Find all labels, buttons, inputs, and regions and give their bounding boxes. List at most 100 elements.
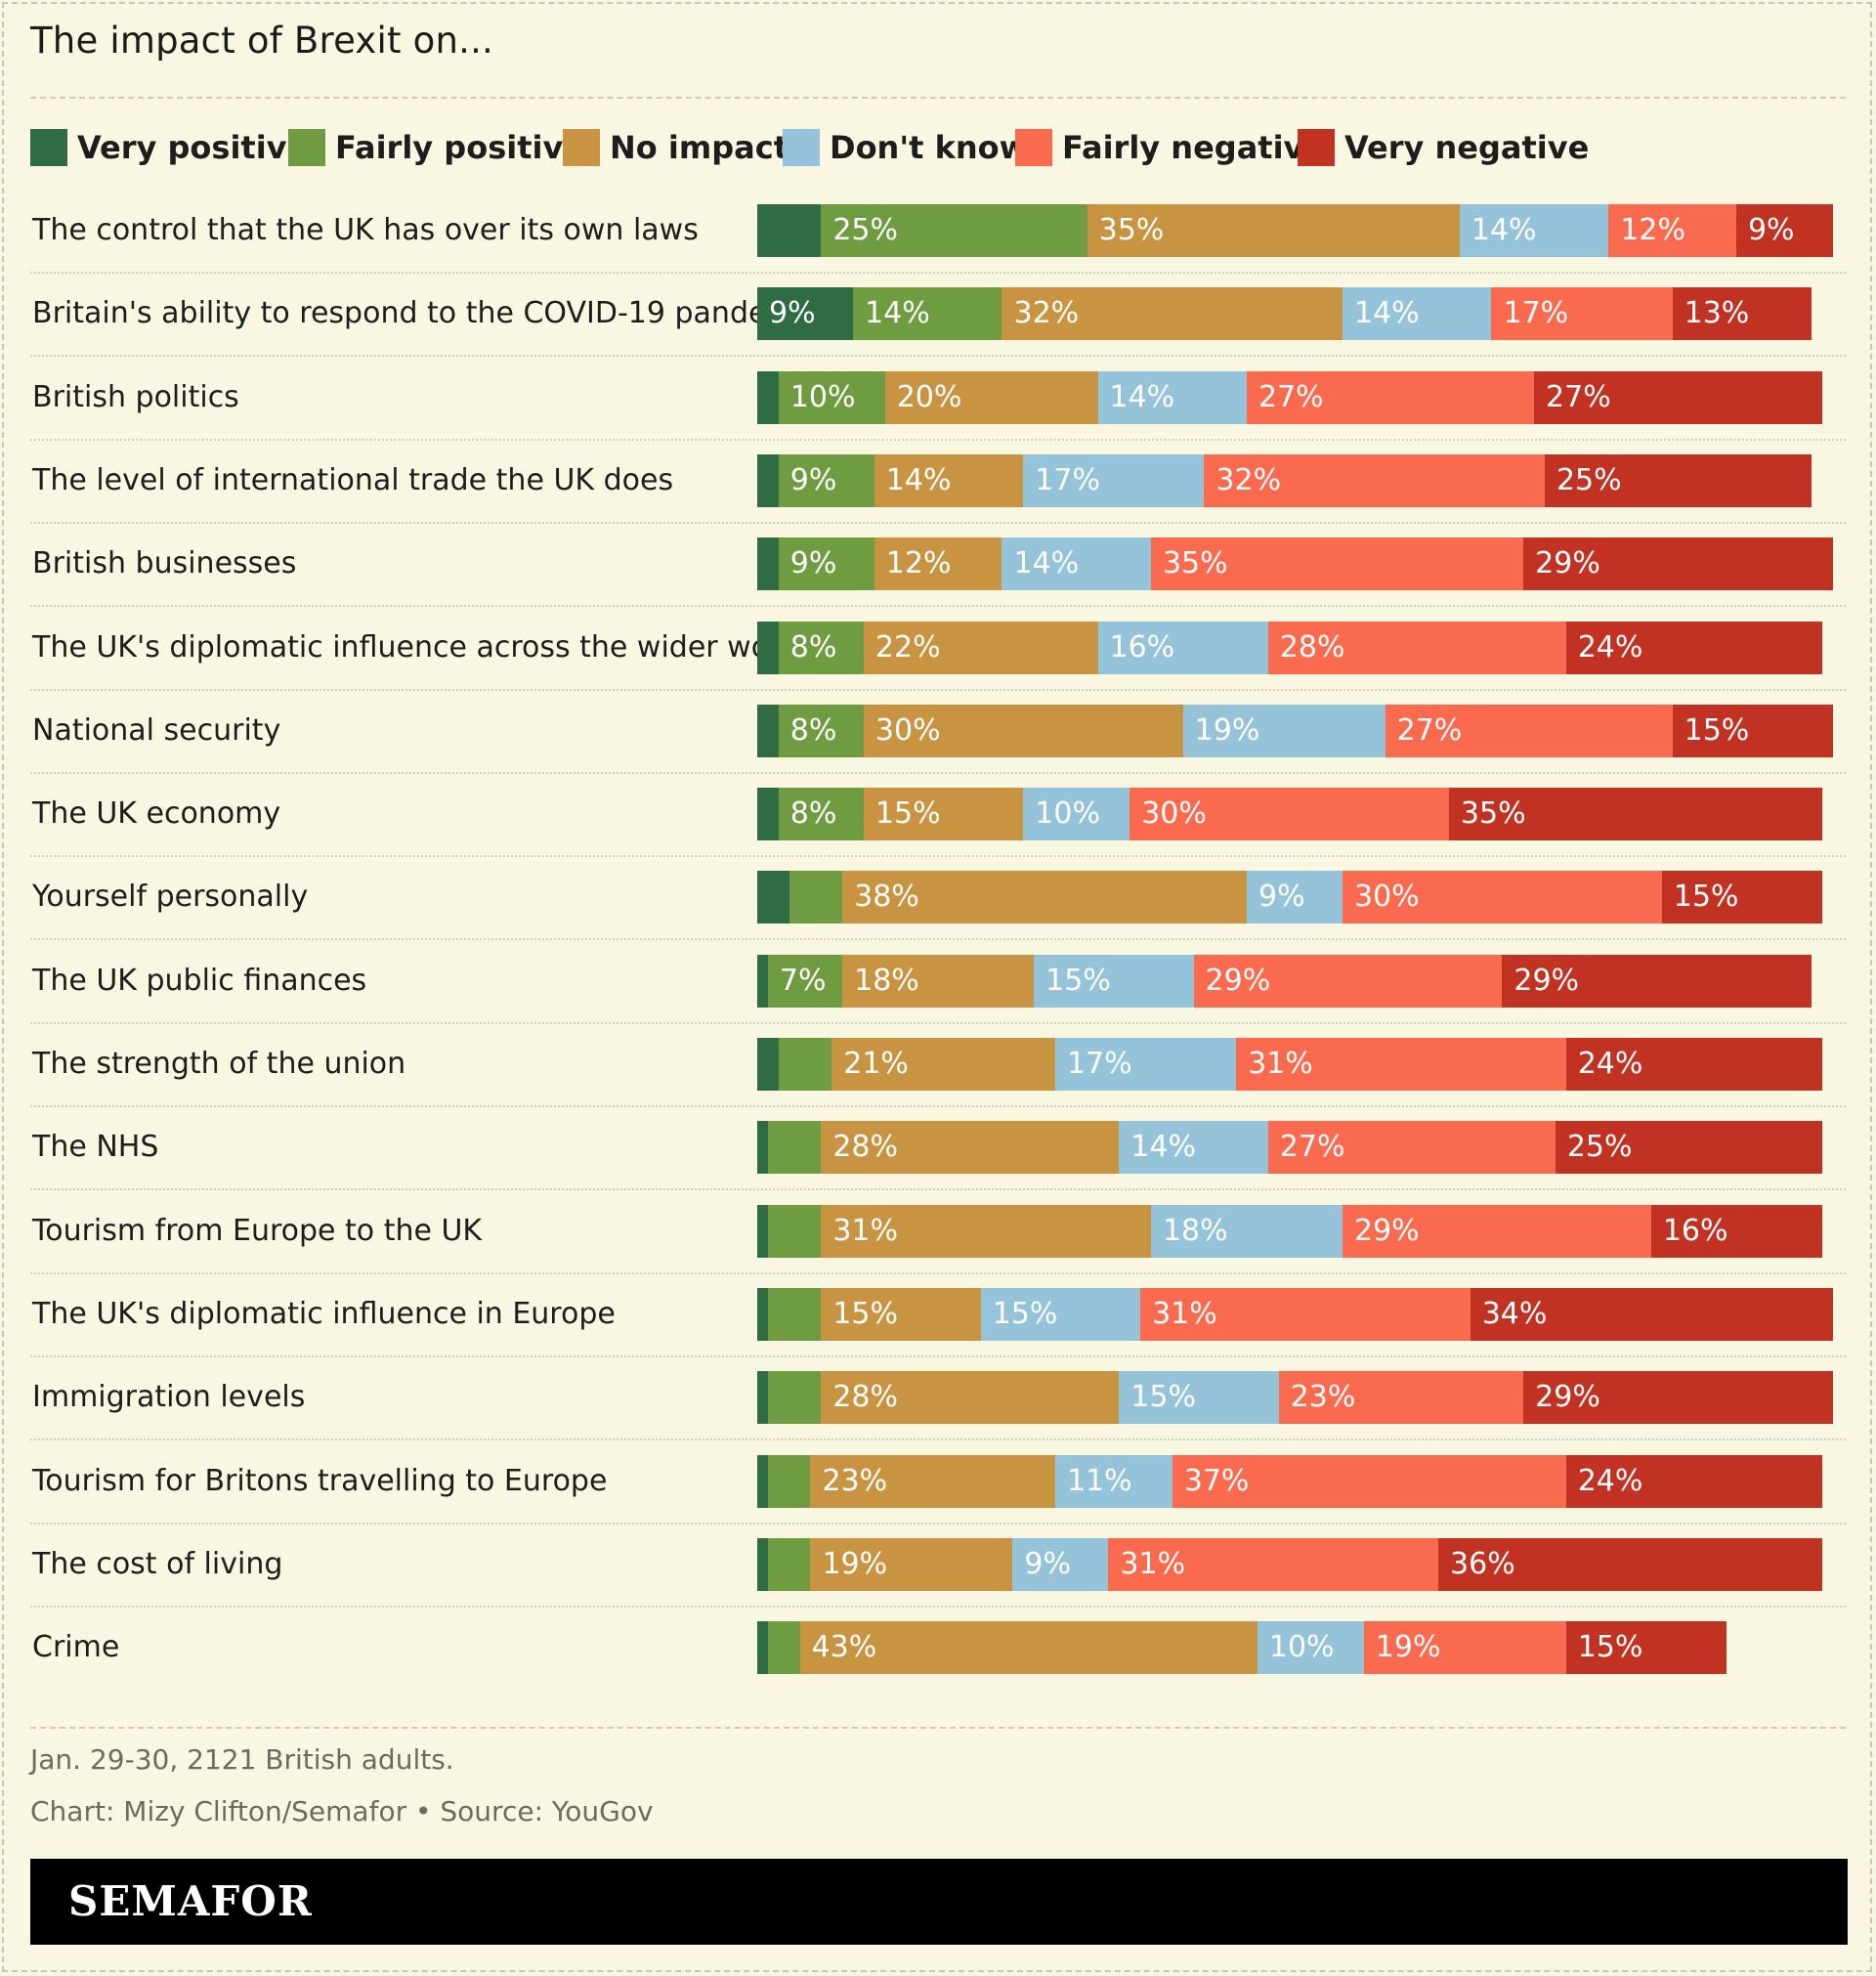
legend-swatch [563,129,600,166]
data-label: 29% [1514,964,1580,998]
row-separator [30,855,1846,857]
data-label: 10% [789,380,856,414]
bar-segment-dont-know [1054,1038,1237,1091]
data-label: 31% [832,1214,899,1248]
bar-segment-fairly-negative [1150,537,1524,590]
data-label: 29% [1535,546,1600,580]
bar-segment-very-positive [757,622,780,674]
row-label: Crime [32,1630,120,1664]
bar-segment-fairly-negative [1491,287,1674,340]
legend-item-fairly-negative: Fairly negative [1015,128,1325,167]
bar-segment-very-positive [757,1621,769,1674]
bar-segment-fairly-positive [778,1038,832,1091]
row-label: The control that the UK has over its own… [32,213,699,247]
data-label: 14% [885,463,952,497]
bar-segment-dont-know [1002,537,1152,590]
bar-segment-fairly-negative [1363,1621,1567,1674]
row-separator [30,522,1846,524]
data-label: 32% [1215,463,1282,497]
brand-bar: SEMAFOR [30,1859,1848,1945]
data-label: 10% [1268,1630,1335,1664]
bar-segment-dont-know [1119,1121,1269,1174]
legend-item-fairly-positive: Fairly positive [288,128,584,167]
data-label: 25% [1566,1130,1633,1164]
data-label: 14% [1013,546,1080,580]
bar-segment-very-positive [757,871,790,924]
data-label: 34% [1481,1297,1548,1331]
bar-segment-very-negative [1448,788,1822,840]
data-label: 31% [1120,1547,1186,1581]
data-label: 14% [1471,213,1537,247]
data-label: 21% [843,1047,909,1081]
data-label: 15% [992,1297,1058,1331]
row-label: The UK economy [32,796,281,831]
row-label: The UK public finances [32,964,367,998]
bar-segment-fairly-negative [1608,204,1737,257]
row-separator [30,1022,1846,1024]
data-label: 12% [885,546,952,580]
data-label: 7% [779,964,827,998]
data-label: 15% [1045,964,1111,998]
data-label: 14% [1109,380,1175,414]
row-separator [30,355,1846,357]
row-label: The UK's diplomatic influence across the… [32,630,808,665]
data-label: 12% [1620,213,1685,247]
row-separator [30,1188,1846,1190]
bar-segment-very-negative [1565,1621,1727,1674]
legend-item-very-negative: Very negative [1298,128,1589,167]
title-divider [30,97,1846,99]
data-label: 25% [832,213,899,247]
row-separator [30,772,1846,774]
bar-segment-dont-know [1119,1371,1280,1424]
data-label: 15% [1673,880,1739,914]
bar-segment-very-positive [757,1371,769,1424]
bar-segment-fairly-negative [1172,1455,1567,1508]
bar-segment-very-positive [757,537,780,590]
bar-segment-dont-know [1023,788,1130,840]
legend-swatch [1015,129,1052,166]
bar-segment-no-impact [842,955,1035,1008]
data-label: 8% [789,713,837,748]
bar-segment-very-negative [1544,454,1812,507]
data-label: 28% [832,1130,899,1164]
bar-segment-very-positive [757,1205,769,1258]
bar-segment-no-impact [799,1621,1258,1674]
bar-segment-fairly-positive [767,1288,822,1341]
bar-segment-dont-know [1150,1205,1343,1258]
bar-segment-fairly-negative [1267,1121,1556,1174]
bar-segment-fairly-positive [853,287,1003,340]
data-label: 38% [854,880,919,914]
row-separator [30,605,1846,607]
bar-segment-fairly-positive [767,1538,812,1591]
bar-segment-dont-know [1023,454,1205,507]
bar-segment-no-impact [884,371,1099,424]
data-label: 15% [832,1297,899,1331]
data-label: 9% [1258,880,1305,914]
bar-segment-fairly-negative [1236,1038,1567,1091]
legend-swatch [1298,129,1335,166]
data-label: 30% [1141,796,1207,831]
data-label: 16% [1662,1214,1728,1248]
bar-segment-fairly-positive [778,705,865,757]
row-separator [30,1355,1846,1357]
bar-segment-dont-know [1257,1621,1365,1674]
data-label: 14% [1354,296,1420,330]
data-label: 15% [1684,713,1750,748]
data-label: 17% [1503,296,1569,330]
bar-segment-no-impact [874,454,1024,507]
bar-segment-no-impact [863,788,1024,840]
legend-item-dont-know: Don't know [783,128,1028,167]
footer-divider [30,1727,1846,1729]
data-label: 19% [1375,1630,1441,1664]
data-label: 30% [1354,880,1420,914]
row-separator [30,1272,1846,1274]
bar-segment-no-impact [863,622,1099,674]
data-label: 15% [1130,1380,1196,1414]
bar-segment-no-impact [1002,287,1343,340]
bar-segment-no-impact [1087,204,1461,257]
data-label: 27% [1258,380,1324,414]
bar-segment-very-positive [757,287,854,340]
legend-label: No impact [610,129,789,166]
legend-label: Very negative [1344,129,1590,166]
